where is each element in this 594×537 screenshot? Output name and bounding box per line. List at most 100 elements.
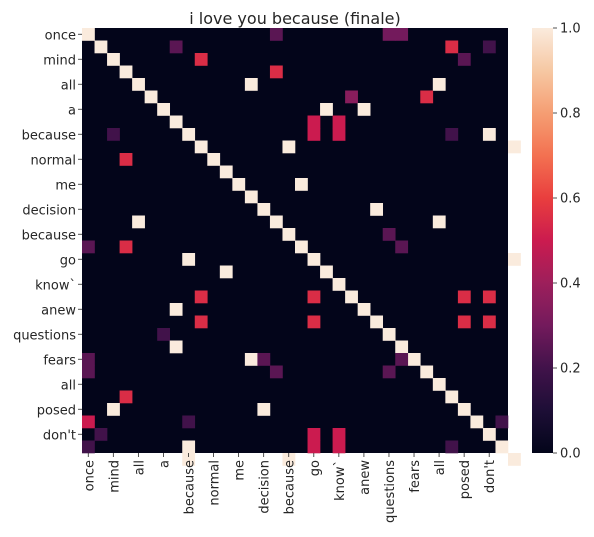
y-tick-label: don't [43, 428, 76, 443]
heatmap-cell [107, 53, 120, 66]
heatmap-cell [482, 428, 496, 441]
heatmap-cell [257, 353, 271, 366]
heatmap-cell [219, 265, 233, 279]
colorbar-tick-labels: 0.0 0.2 0.4 0.6 0.8 1.0 [553, 22, 581, 462]
heatmap-cell [157, 328, 171, 341]
heatmap-cells [82, 28, 521, 466]
heatmap-cell [269, 28, 283, 41]
heatmap-cell [307, 253, 321, 266]
heatmap-cell [269, 65, 283, 79]
heatmap-cell [432, 378, 446, 391]
heatmap-cell [219, 165, 233, 179]
heatmap-cell [82, 440, 95, 454]
x-tick-label: mind [107, 460, 122, 493]
heatmap-cell [382, 228, 396, 241]
heatmap-cell [119, 240, 133, 254]
y-tick-label: normal [30, 153, 76, 168]
heatmap-cell [495, 415, 509, 429]
y-tick-label: questions [13, 328, 76, 343]
heatmap-cell [332, 128, 346, 141]
heatmap-cell [395, 353, 409, 366]
heatmap-cell [382, 365, 396, 379]
heatmap-cell [194, 53, 208, 66]
heatmap-cell [457, 53, 471, 66]
y-tick-label: all [61, 78, 76, 93]
heatmap-cell [269, 215, 283, 229]
heatmap-cell [420, 90, 434, 104]
heatmap-cell [194, 140, 208, 154]
heatmap-cell [395, 28, 409, 41]
colorbar-tick-label: 0.4 [560, 277, 581, 292]
heatmap-cell [282, 453, 296, 466]
heatmap-cell [395, 340, 409, 354]
x-tick-label: once [82, 460, 97, 491]
x-tick-label: fears [408, 460, 423, 493]
x-tick-label: go [308, 460, 323, 476]
y-tick-label: a [68, 103, 76, 118]
x-tick-label: normal [208, 460, 223, 506]
heatmap-cell [432, 78, 446, 91]
heatmap-cell [82, 415, 95, 429]
heatmap-cell [82, 240, 95, 254]
x-tick-label: decision [258, 460, 273, 514]
heatmap-cell [482, 128, 496, 141]
heatmap-cell [182, 415, 196, 429]
heatmap-cell [307, 315, 321, 329]
heatmap-cell [107, 403, 120, 416]
heatmap-cell [169, 40, 183, 54]
heatmap-cell [395, 240, 409, 254]
heatmap-cell [94, 40, 108, 54]
y-tick-label: because [22, 128, 76, 143]
heatmap-cell [157, 103, 171, 116]
x-tick-labels: once mind all a because normal me decision becau… [82, 453, 498, 523]
heatmap-cell [508, 453, 521, 466]
heatmap-cell [182, 453, 196, 466]
heatmap-cell [244, 190, 258, 204]
y-tick-label: know` [35, 278, 76, 293]
heatmap-cell [457, 290, 471, 304]
heatmap-cell [119, 65, 133, 79]
heatmap-cell [182, 440, 196, 454]
heatmap-cell [269, 365, 283, 379]
heatmap-cell [457, 403, 471, 416]
heatmap-cell [194, 290, 208, 304]
heatmap-cell [345, 290, 358, 304]
heatmap-cell [445, 128, 459, 141]
heatmap-cell [82, 353, 95, 366]
heatmap-cell [382, 28, 396, 41]
heatmap-cell [207, 153, 221, 166]
heatmap-cell [307, 115, 321, 129]
heatmap-cell [194, 315, 208, 329]
heatmap-cell [169, 340, 183, 354]
y-tick-label: because [22, 228, 76, 243]
x-tick-label: because [183, 460, 198, 514]
x-tick-label: me [233, 460, 248, 481]
y-tick-label: me [55, 178, 76, 193]
heatmap-cell [282, 228, 296, 241]
heatmap-cell [169, 303, 183, 316]
heatmap-cell [295, 178, 308, 191]
colorbar [532, 28, 553, 453]
heatmap-cell [482, 290, 496, 304]
heatmap-cell [495, 440, 509, 454]
heatmap-cell [119, 390, 133, 404]
heatmap-cell [282, 140, 296, 154]
heatmap-cell [508, 253, 521, 266]
heatmap-cell [82, 365, 95, 379]
heatmap-cell [119, 153, 133, 166]
heatmap-cell [257, 203, 271, 216]
heatmap-cell [169, 115, 183, 129]
heatmap-cell [482, 40, 496, 54]
heatmap-cell [508, 140, 521, 154]
y-tick-label: decision [22, 203, 76, 218]
chart-title: i love you because (finale) [189, 9, 400, 28]
heatmap-cell [132, 78, 145, 91]
colorbar-tick-label: 0.0 [560, 447, 581, 462]
heatmap-cell [357, 103, 371, 116]
heatmap-cell [332, 278, 346, 291]
x-tick-label: anew [358, 460, 373, 495]
heatmap-cell [457, 315, 471, 329]
heatmap-cell [295, 240, 308, 254]
heatmap-cell [482, 315, 496, 329]
heatmap-cell [307, 440, 321, 454]
